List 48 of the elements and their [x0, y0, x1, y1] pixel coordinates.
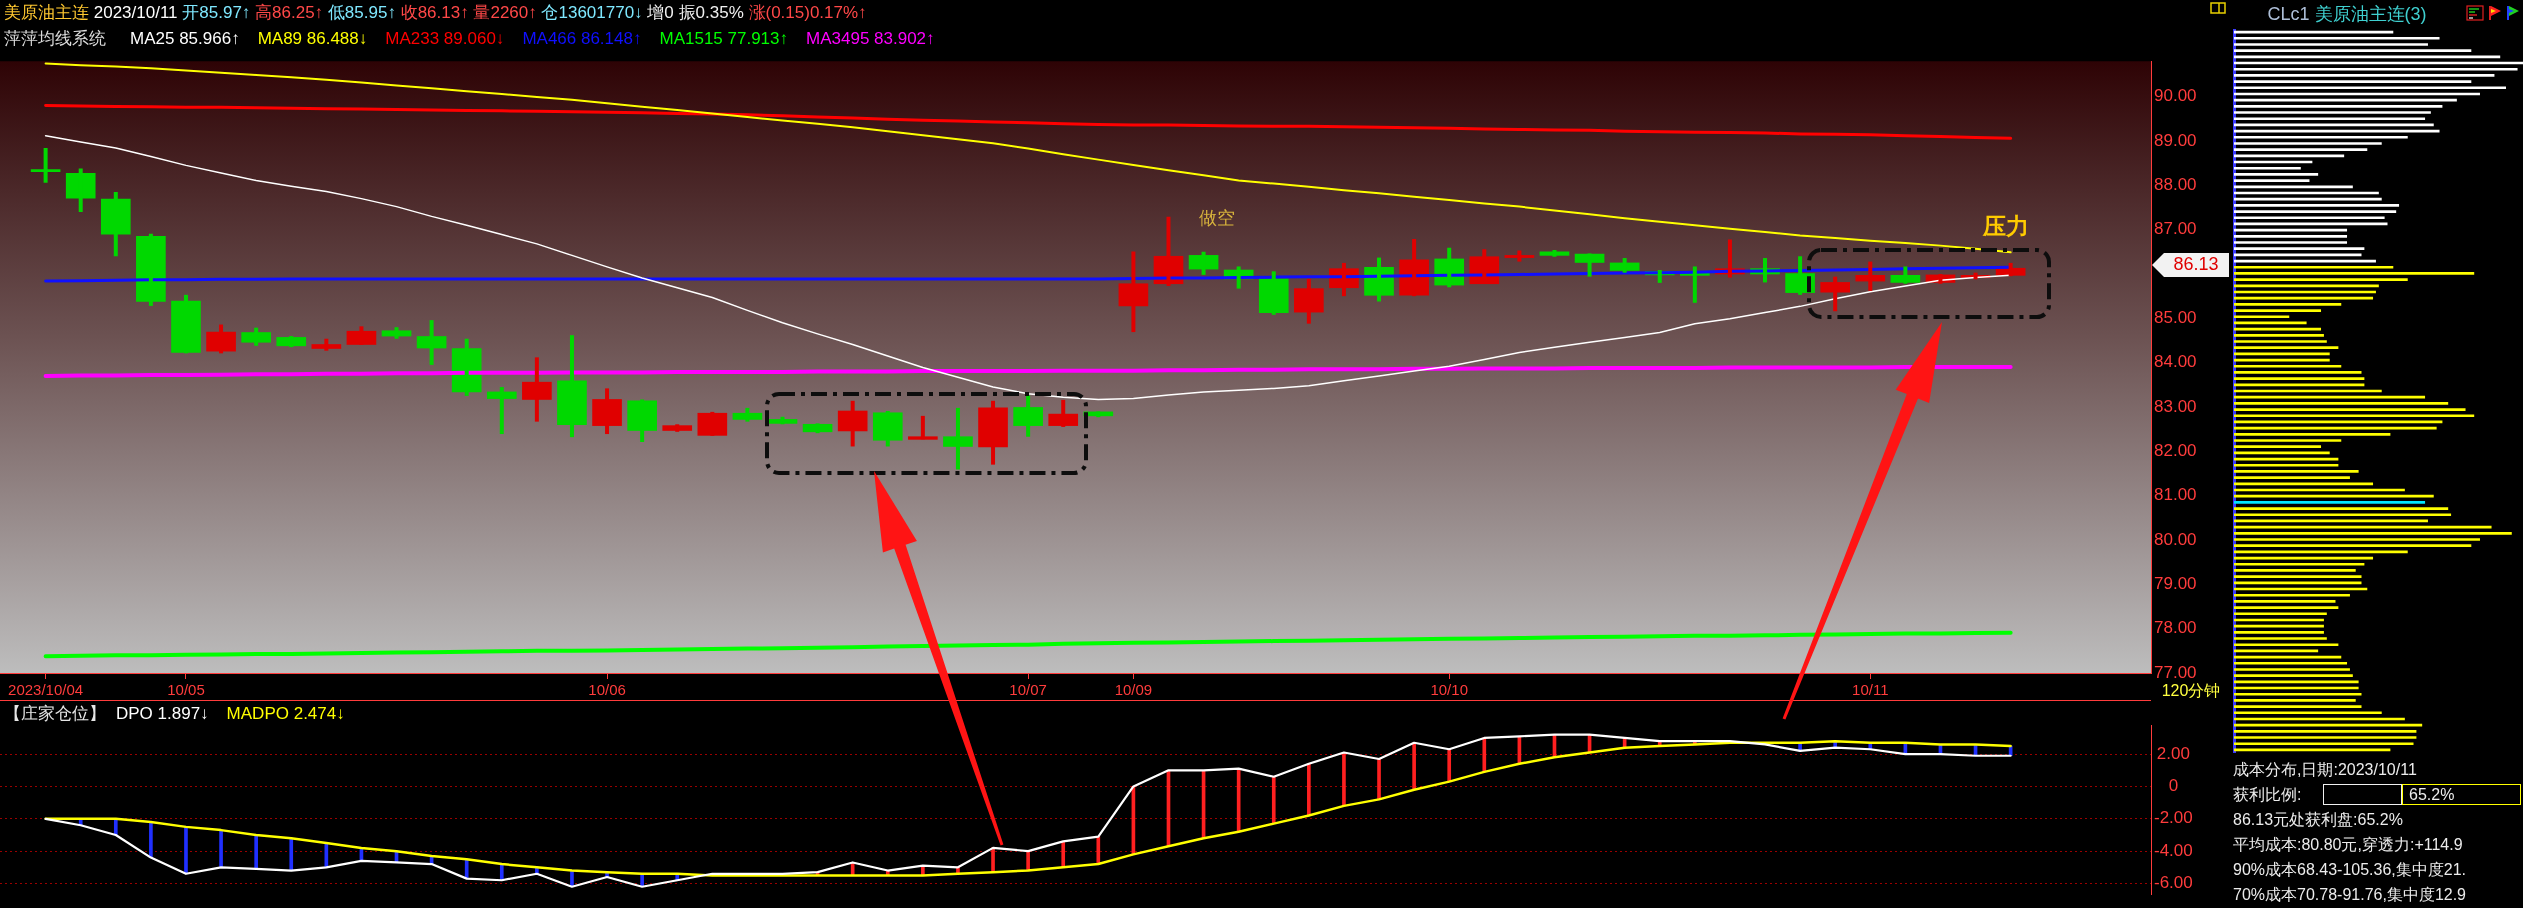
text: 获利比例:	[2233, 786, 2302, 803]
y-tick-label: 82.00	[2154, 441, 2197, 461]
y-tick-label: -4.00	[2154, 840, 2193, 860]
y-tick-label: 81.00	[2154, 485, 2197, 505]
y-tick-label: -2.00	[2154, 808, 2193, 828]
text: MA233 89.060↓	[385, 29, 505, 49]
text: 86.13	[2173, 253, 2219, 274]
text: MADPO 2.474↓	[226, 704, 345, 724]
y-tick-label: 84.00	[2154, 352, 2197, 372]
chart-title: 【庄家仓位】	[4, 704, 106, 723]
annotation: 做空	[1199, 207, 1235, 228]
text: MA1515 77.913↑	[659, 29, 789, 49]
y-tick-label: 88.00	[2154, 175, 2197, 195]
text: 90%成本68.43-105.36,集中度21.	[2233, 861, 2467, 878]
y-tick-label: 87.00	[2154, 219, 2197, 239]
text: 120分钟	[2161, 682, 2221, 700]
text: 平均成本:80.80元,穿透力:+114.9	[2233, 836, 2463, 853]
legend-title: 萍萍均线系统	[4, 29, 106, 49]
text: 成本分布,日期:2023/10/11	[2233, 761, 2417, 778]
y-tick-label: 90.00	[2154, 86, 2197, 106]
text: 65.2%	[2409, 785, 2455, 805]
y-tick-label: 83.00	[2154, 396, 2197, 416]
y-tick-label: 89.00	[2154, 130, 2197, 150]
chart-title: CLc1 美原油主连(3)	[2267, 4, 2427, 24]
text: MA466 86.148↑	[522, 29, 642, 49]
text: 86.13元处获利盘:65.2%	[2233, 811, 2403, 828]
text: MA25 85.966↑	[130, 29, 240, 49]
chart-title: 美原油主连 2023/10/11 开85.97↑ 高86.25↑ 低85.95↑ 收86.13↑ 量2260↑ 仓13601770↓ 增0 振0.35% 涨(0.15)0.17%↑	[4, 3, 867, 22]
y-tick-label: 80.00	[2154, 529, 2197, 549]
x-tick-label: 10/05	[167, 681, 205, 699]
x-tick-label: 10/11	[1852, 681, 1889, 699]
y-tick-label: 0	[2168, 776, 2179, 796]
y-tick-label: 85.00	[2154, 308, 2197, 328]
text: 70%成本70.78-91.76,集中度12.9	[2233, 886, 2467, 903]
x-tick-label: 10/07	[1009, 681, 1047, 699]
x-tick-label: 10/10	[1430, 681, 1468, 699]
y-tick-label: 77.00	[2154, 662, 2197, 682]
text: DPO 1.897↓	[116, 704, 209, 724]
x-tick-label: 2023/10/04	[8, 681, 84, 699]
x-tick-label: 10/09	[1114, 681, 1153, 699]
x-tick-label: 10/06	[588, 681, 626, 699]
y-tick-label: 79.00	[2154, 574, 2197, 594]
annotation: 压力	[1982, 213, 2029, 239]
y-tick-label: -6.00	[2154, 873, 2193, 893]
y-tick-label: 78.00	[2154, 618, 2197, 638]
series-label: MA89 86.488↓	[257, 29, 368, 49]
text: MA3495 83.902↑	[806, 29, 935, 49]
y-tick-label: 2.00	[2156, 743, 2190, 763]
